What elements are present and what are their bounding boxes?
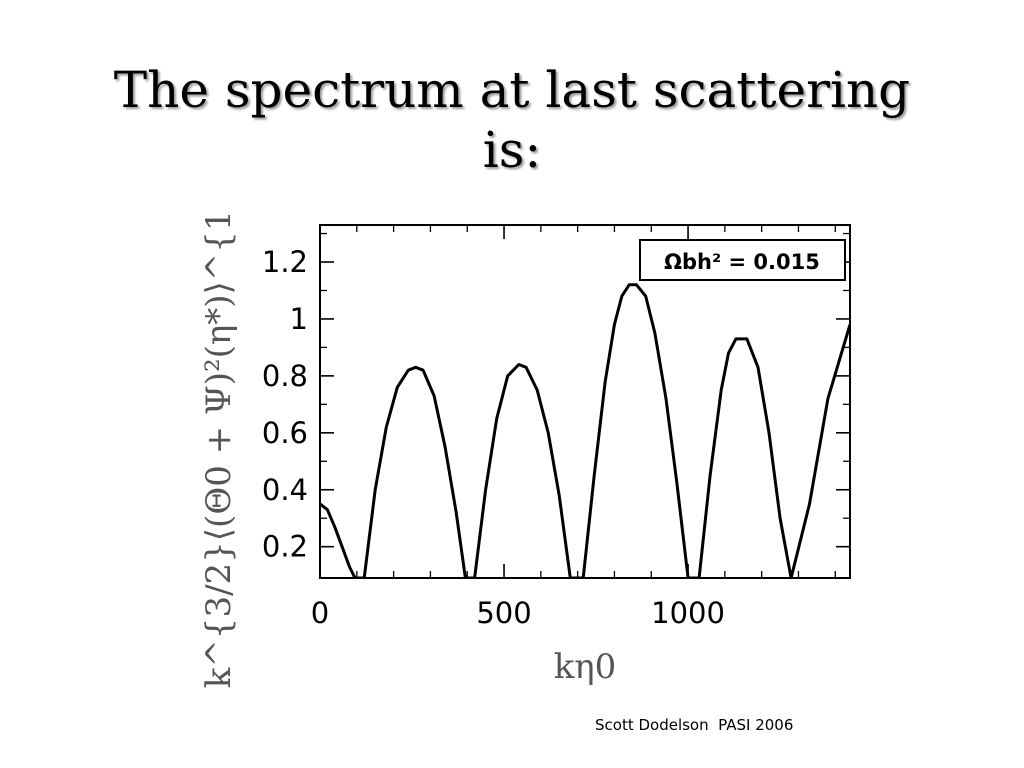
annotation-text: Ωbh² = 0.015 (664, 250, 820, 274)
y-tick-label: 1.2 (262, 245, 308, 279)
x-tick-label: 0 (311, 596, 329, 630)
x-axis-label: kη0 (554, 647, 617, 687)
y-axis-label: k^{3/2}⟨(Θ0 + Ψ)²(η*)⟩^{1/2} (199, 215, 239, 688)
annotation-box (639, 239, 846, 281)
plot-frame (319, 224, 851, 579)
y-tick-label: 0.8 (262, 359, 308, 393)
y-tick-label: 1 (290, 302, 308, 336)
y-tick-label: 0.2 (262, 530, 308, 564)
y-tick-label: 0.6 (262, 416, 308, 450)
x-tick-label: 1000 (651, 596, 725, 630)
slide-title: The spectrum at last scattering is: (0, 60, 1024, 180)
spectrum-chart: 0 500 1000 0.2 0.4 0.6 0.8 1 1.2 Ωbh² = 0.015 kη… (199, 215, 851, 688)
slide-title-line-2: is: (482, 121, 542, 179)
footer-credit: Scott Dodelson PASI 2006 (595, 716, 794, 734)
x-tick-label: 500 (476, 596, 531, 630)
slide-title-line-1: The spectrum at last scattering (113, 61, 911, 119)
y-tick-label: 0.4 (262, 473, 308, 507)
series-line-0 (320, 283, 850, 578)
